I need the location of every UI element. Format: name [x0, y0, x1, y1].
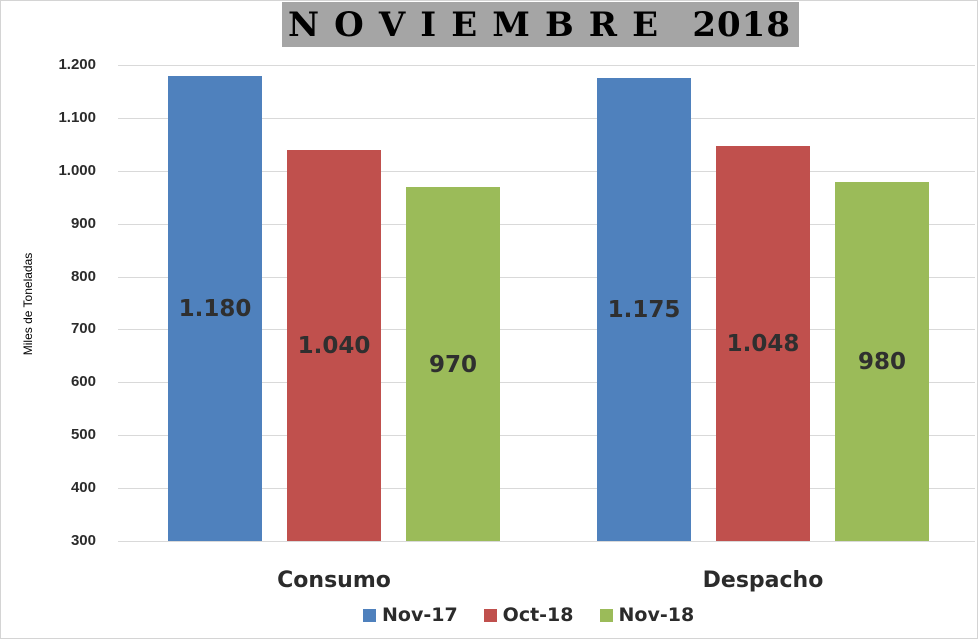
title-letter: E — [632, 4, 658, 45]
bar-despacho-nov-17: 1.175 — [597, 78, 691, 541]
title-letter: V — [378, 4, 406, 45]
gridline — [118, 171, 975, 172]
gridline — [118, 488, 975, 489]
title-year: 2018 — [692, 4, 791, 45]
y-tick-label: 1.200 — [58, 56, 96, 73]
bar-consumo-nov-18: 970 — [406, 187, 500, 541]
bar-data-label: 1.180 — [178, 296, 252, 322]
gridline — [118, 435, 975, 436]
legend: Nov-17 Oct-18 Nov-18 — [363, 601, 694, 629]
gridline — [118, 118, 975, 119]
y-axis-title: Miles de Toneladas — [21, 252, 35, 356]
legend-label: Nov-18 — [618, 604, 695, 626]
gridline — [118, 65, 975, 66]
bar-consumo-nov-17: 1.180 — [168, 76, 262, 541]
x-category-label: Consumo — [277, 568, 391, 593]
legend-item-nov-17: Nov-17 — [363, 604, 458, 626]
title-letter: B — [544, 4, 574, 45]
title-letter: M — [492, 4, 530, 45]
bar-data-label: 980 — [857, 349, 906, 375]
bar-data-label: 1.040 — [297, 333, 371, 359]
y-tick-label: 400 — [70, 479, 96, 496]
legend-label: Oct-18 — [502, 604, 574, 626]
title-letter: I — [420, 4, 437, 45]
y-tick-label: 1.100 — [58, 109, 96, 126]
bar-consumo-oct-18: 1.040 — [287, 150, 381, 541]
legend-item-oct-18: Oct-18 — [483, 604, 574, 626]
bar-data-label: 1.175 — [607, 297, 681, 323]
title-month: N O V I E M B R E — [288, 5, 658, 45]
chart-title-box: N O V I E M B R E 2018 — [282, 2, 799, 47]
title-letter: R — [588, 4, 618, 45]
x-axis-line — [118, 541, 975, 542]
bar-data-label: 970 — [428, 352, 477, 378]
title-letter: O — [334, 4, 364, 45]
gridline — [118, 277, 975, 278]
chart-title: N O V I E M B R E 2018 — [282, 2, 799, 47]
y-tick-label: 700 — [70, 320, 96, 337]
gridline — [118, 382, 975, 383]
gridline — [118, 329, 975, 330]
y-tick-label: 1.000 — [58, 162, 96, 179]
x-category-label: Despacho — [702, 568, 824, 593]
legend-label: Nov-17 — [382, 604, 458, 626]
title-letter: N — [288, 4, 320, 45]
y-tick-label: 900 — [70, 215, 96, 232]
legend-item-nov-18: Nov-18 — [599, 604, 695, 626]
bar-despacho-oct-18: 1.048 — [716, 146, 810, 541]
legend-swatch-icon — [599, 608, 613, 622]
y-tick-label: 600 — [70, 373, 96, 390]
legend-swatch-icon — [483, 608, 497, 622]
y-tick-label: 800 — [70, 268, 96, 285]
legend-swatch-icon — [363, 608, 376, 622]
gridline — [118, 224, 975, 225]
bar-data-label: 1.048 — [726, 331, 800, 357]
y-tick-label: 300 — [70, 532, 96, 549]
bar-despacho-nov-18: 980 — [835, 182, 929, 541]
title-letter: E — [451, 4, 478, 45]
y-tick-label: 500 — [70, 426, 96, 443]
